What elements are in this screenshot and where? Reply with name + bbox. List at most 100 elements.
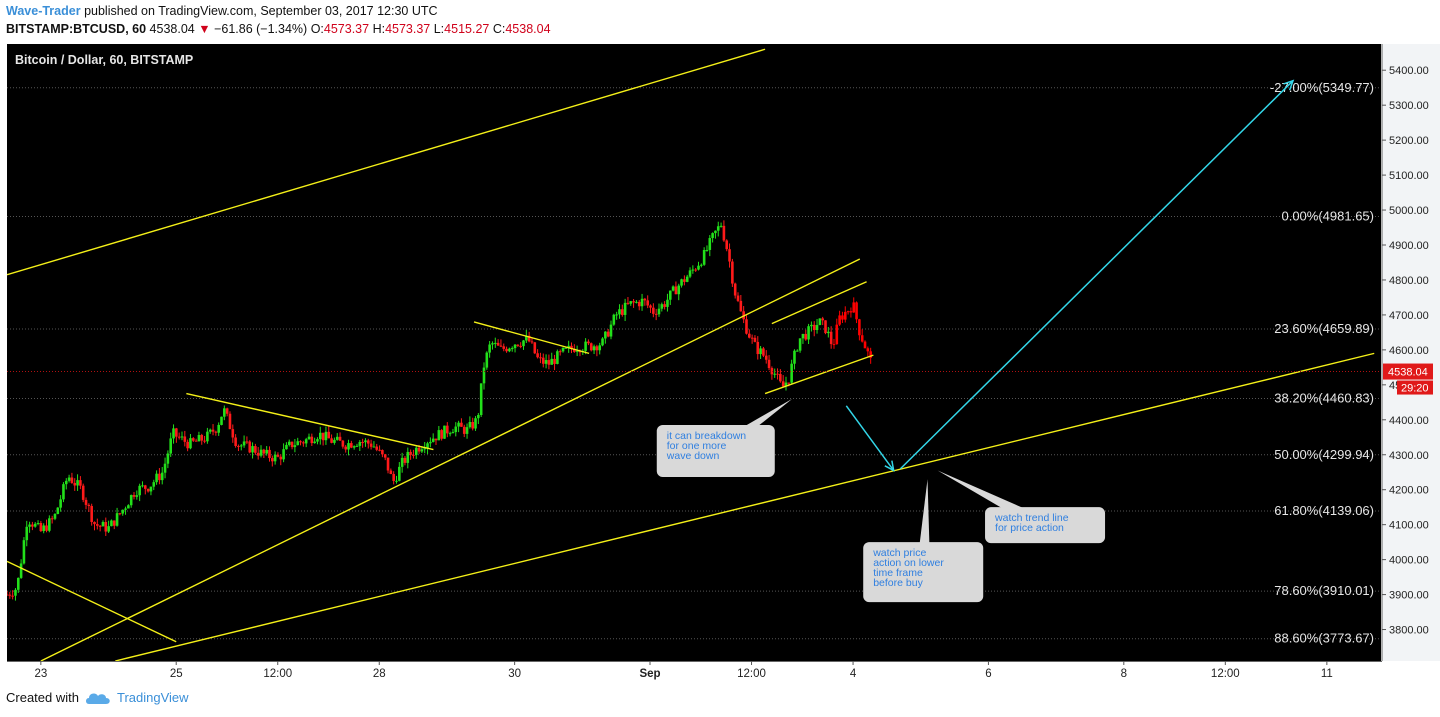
candle-body (561, 347, 565, 352)
candle-body (660, 304, 664, 309)
candle-body (770, 368, 774, 375)
candle-body (632, 301, 635, 303)
y-tick-label-5000: 5000.00 (1389, 205, 1429, 217)
candle-body (753, 337, 757, 342)
candle-body (310, 436, 314, 444)
y-tick-label-4100: 4100.00 (1389, 520, 1429, 532)
x-tick-label-5: Sep (639, 668, 660, 680)
x-tick-label-8: 6 (985, 668, 991, 680)
candle-body (158, 473, 161, 481)
candle-body (254, 446, 257, 453)
candle-body (522, 340, 525, 347)
candle-body (327, 431, 331, 439)
candle-body (556, 351, 559, 364)
down-arrow-icon: ▼ (198, 22, 211, 36)
candle-body (155, 473, 158, 483)
candle-body (175, 428, 178, 437)
candle-body (53, 513, 57, 519)
candle-body (403, 457, 407, 463)
candle-body (683, 279, 686, 282)
change-value: −61.86 (−1.34%) (214, 22, 308, 36)
candle-body (412, 454, 415, 456)
candle-body (420, 449, 424, 452)
candle-body (558, 351, 562, 353)
candle-body (818, 318, 822, 326)
callout-text-1-2: time frame (873, 567, 923, 579)
candle-body (364, 440, 367, 443)
candle-body (598, 345, 602, 351)
candle-body (606, 331, 610, 337)
candle-body (127, 505, 130, 509)
low-label: L: (433, 22, 445, 36)
candle-body (186, 441, 189, 449)
x-tick-label-1: 25 (170, 668, 183, 680)
fib-label-7: 88.60%(3773.67) (1274, 631, 1374, 646)
last-price: 4538.04 (149, 22, 195, 36)
candle-body (239, 445, 243, 447)
candle-body (149, 486, 153, 492)
candle-body (623, 302, 627, 315)
cyan-arrow-1 (899, 80, 1294, 470)
candle-body (324, 431, 328, 441)
candle-body (67, 477, 71, 481)
candle-body (124, 508, 127, 510)
price-chart[interactable]: -27.00%(5349.77) 0.00%(4981.65) 23.60%(465… (0, 42, 1440, 682)
candle-body (276, 454, 280, 457)
candle-body (496, 342, 500, 346)
candle-body (90, 505, 93, 522)
y-tick-label-4700: 4700.00 (1389, 310, 1429, 322)
trend-line-4 (186, 392, 434, 451)
candle-body (739, 300, 743, 312)
candle-body (609, 324, 613, 337)
trend-line-6 (771, 281, 867, 325)
candle-body (350, 443, 353, 448)
open-value: 4573.37 (323, 22, 370, 36)
candle-body (776, 373, 779, 375)
y-tick-label-4800: 4800.00 (1389, 275, 1429, 287)
candle-body (663, 304, 666, 307)
candle-body (381, 450, 384, 455)
candle-body (807, 326, 810, 340)
author-link[interactable]: Wave-Trader (6, 4, 81, 18)
y-tick-label-5200: 5200.00 (1389, 135, 1429, 147)
candle-body (460, 422, 463, 427)
candle-body (273, 454, 277, 462)
candle-body (42, 525, 45, 532)
candle-body (96, 524, 99, 526)
candle-body (533, 342, 537, 354)
candle-body (550, 358, 554, 365)
candle-body (395, 480, 398, 482)
candle-body (649, 305, 652, 308)
candle-body (223, 408, 226, 417)
candle-body (700, 264, 703, 266)
candle-body (304, 439, 308, 444)
candle-body (211, 429, 215, 432)
candle-body (714, 230, 717, 234)
y-tick-label-4600: 4600.00 (1389, 345, 1429, 357)
cyan-arrow-0 (845, 405, 895, 471)
candle-body (457, 422, 460, 427)
candle-body (731, 261, 734, 284)
candle-body (369, 443, 373, 447)
candle-body (666, 299, 669, 307)
candle-body (477, 414, 480, 419)
candle-body (22, 540, 26, 564)
candle-body (612, 314, 616, 325)
candle-body (138, 485, 141, 496)
candle-body (392, 474, 395, 481)
candle-body (16, 577, 20, 590)
low-value: 4515.27 (444, 22, 490, 36)
candle-body (462, 426, 466, 434)
candle-body (290, 441, 294, 448)
candle-body (135, 495, 139, 497)
candle-body (637, 301, 641, 307)
candle-body (505, 348, 508, 352)
candle-body (166, 453, 170, 464)
candle-body (45, 525, 48, 531)
tradingview-link[interactable]: TradingView (116, 690, 189, 705)
candle-body (697, 265, 700, 270)
candle-body (333, 439, 336, 443)
candle-body (76, 480, 79, 486)
candle-body (688, 270, 692, 277)
callout-box-0 (656, 425, 775, 478)
